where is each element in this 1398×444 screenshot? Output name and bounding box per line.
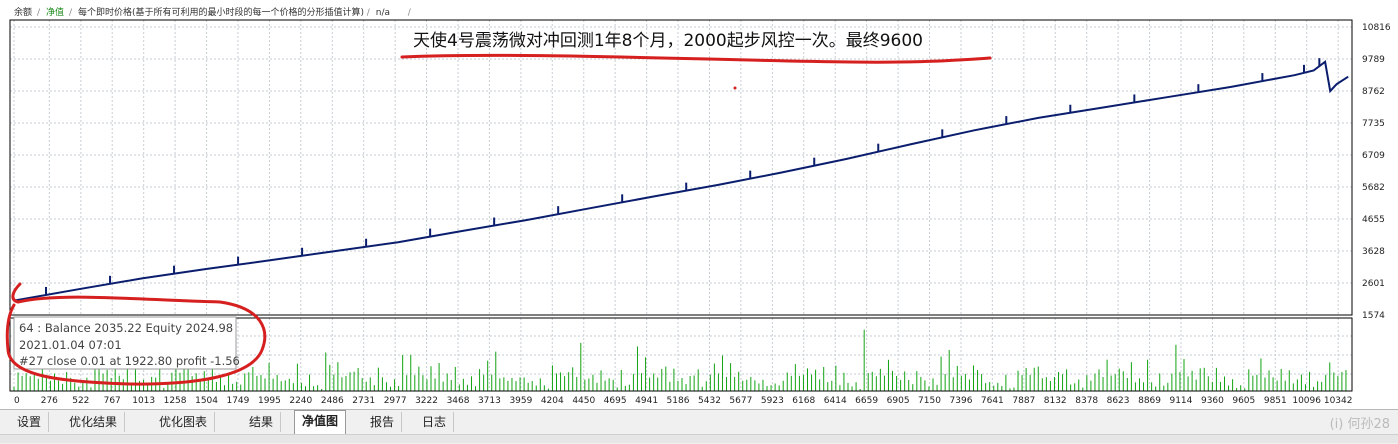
info-trade-line: #27 close 0.01 at 1922.80 profit -1.56 — [19, 354, 240, 368]
tab-2[interactable]: 优化图表 — [152, 412, 216, 432]
status-bar — [0, 434, 1398, 443]
x-tick-label: 5186 — [667, 396, 690, 406]
info-box-bg — [13, 316, 237, 370]
y-tick-label: 9789 — [1362, 55, 1385, 65]
x-tick-label: 3959 — [509, 396, 532, 406]
x-tick-label: 4204 — [541, 396, 564, 406]
x-tick-label: 0 — [14, 396, 20, 406]
info-balance-line: 64 : Balance 2035.22 Equity 2024.98 — [19, 321, 233, 335]
x-tick-label: 4695 — [604, 396, 627, 406]
x-tick-label: 276 — [41, 396, 58, 406]
y-tick-label: 2601 — [1362, 279, 1385, 289]
x-tick-label: 3468 — [447, 396, 470, 406]
x-tick-label: 4941 — [635, 396, 658, 406]
x-tick-label: 1013 — [132, 396, 155, 406]
y-tick-label: 3628 — [1362, 247, 1385, 257]
y-axis: 10816 9789 8762 7735 6709 5682 4655 3628 2601 157… — [1362, 23, 1391, 321]
y-tick-label: 6709 — [1362, 151, 1385, 161]
toolbar-item: 每个即时价格(基于所有可利用的最小时段的每一个价格的分形插值计算) — [78, 6, 364, 18]
x-tick-label: 1749 — [226, 396, 249, 406]
x-tick-label: 6414 — [824, 396, 847, 406]
x-tick-label: 8132 — [1044, 396, 1067, 406]
info-time-line: 2021.01.04 07:01 — [19, 338, 122, 352]
x-tick-label: 6905 — [887, 396, 910, 406]
x-tick-label: 9605 — [1232, 396, 1255, 406]
x-tick-label: 1504 — [195, 396, 218, 406]
x-tick-label: 2977 — [384, 396, 407, 406]
x-tick-label: 5923 — [761, 396, 784, 406]
x-tick-label: 7396 — [950, 396, 973, 406]
x-tick-label: 9360 — [1201, 396, 1224, 406]
x-tick-label: 1258 — [164, 396, 187, 406]
x-tick-label: 2486 — [321, 396, 344, 406]
x-tick-label: 767 — [104, 396, 121, 406]
x-tick-label: 1995 — [258, 396, 281, 406]
toolbar: 余额 / 净值 / 每个即时价格(基于所有可利用的最小时段的每一个价格的分形插值计算) /… — [14, 6, 412, 18]
x-tick-label: 6659 — [855, 396, 878, 406]
x-tick-label: 7887 — [1012, 396, 1035, 406]
main-grid — [10, 20, 1352, 316]
x-tick-label: 4450 — [572, 396, 595, 406]
y-tick-label: 5682 — [1362, 183, 1385, 193]
watermark: (i) 何孙28 — [1329, 417, 1390, 432]
x-axis: 0 276 522 767 1013 1258 1504 1749 1995 2240 2486 27… — [14, 396, 1352, 406]
x-tick-label: 3222 — [415, 396, 438, 406]
x-tick-label: 6168 — [792, 396, 815, 406]
toolbar-item: 净值 — [46, 6, 64, 18]
tab-0[interactable]: 设置 — [10, 412, 50, 432]
x-tick-label: 5677 — [729, 396, 752, 406]
x-tick-label: 9114 — [1169, 396, 1192, 406]
y-tick-label: 10816 — [1362, 23, 1391, 33]
x-tick-label: 10342 — [1324, 396, 1353, 406]
main-frame — [9, 19, 1353, 316]
annotation-text: 天使4号震荡微对冲回测1年8个月，2000起步风控一次。最终9600 — [413, 30, 923, 51]
x-tick-label: 10096 — [1292, 396, 1321, 406]
x-tick-label: 7150 — [918, 396, 941, 406]
x-tick-label: 8378 — [1075, 396, 1098, 406]
info-highlight-circle — [5, 282, 267, 386]
toolbar-separator: / — [367, 8, 371, 18]
y-tick-label: 8762 — [1362, 87, 1385, 97]
x-tick-label: 2731 — [352, 396, 375, 406]
balance-series — [13, 58, 1349, 302]
x-tick-label: 8869 — [1138, 396, 1161, 406]
tab-5[interactable]: 报告 — [363, 412, 403, 432]
toolbar-separator: / — [37, 8, 41, 18]
tab-6[interactable]: 日志 — [415, 412, 455, 432]
y-tick-label: 1574 — [1362, 311, 1385, 321]
y-tick-label: 7735 — [1362, 119, 1385, 129]
tab-1[interactable]: 优化结果 — [62, 412, 126, 432]
toolbar-separator: / — [408, 8, 412, 18]
annotation-dot — [733, 86, 737, 90]
tab-3[interactable]: 结果 — [242, 412, 282, 432]
x-tick-label: 3713 — [478, 396, 501, 406]
y-tick-label: 4655 — [1362, 215, 1385, 225]
info-box: 64 : Balance 2035.22 Equity 2024.98 2021.… — [5, 282, 267, 386]
tab-4[interactable]: 净值图 — [294, 410, 347, 434]
annotation-underline — [400, 53, 992, 64]
x-tick-label: 5432 — [698, 396, 721, 406]
x-tick-label: 2240 — [289, 396, 312, 406]
volume-bars — [13, 329, 1347, 391]
annotation: 天使4号震荡微对冲回测1年8个月，2000起步风控一次。最终9600 — [400, 30, 992, 90]
x-tick-label: 9851 — [1264, 396, 1287, 406]
toolbar-item: n/a — [376, 8, 390, 18]
x-tick-label: 8623 — [1107, 396, 1130, 406]
x-tick-label: 522 — [72, 396, 89, 406]
toolbar-item: 余额 — [14, 6, 32, 18]
equity-chart: 余额 / 净值 / 每个即时价格(基于所有可利用的最小时段的每一个价格的分形插值计算) /… — [5, 6, 1391, 406]
toolbar-separator: / — [69, 8, 73, 18]
x-tick-label: 7641 — [981, 396, 1004, 406]
